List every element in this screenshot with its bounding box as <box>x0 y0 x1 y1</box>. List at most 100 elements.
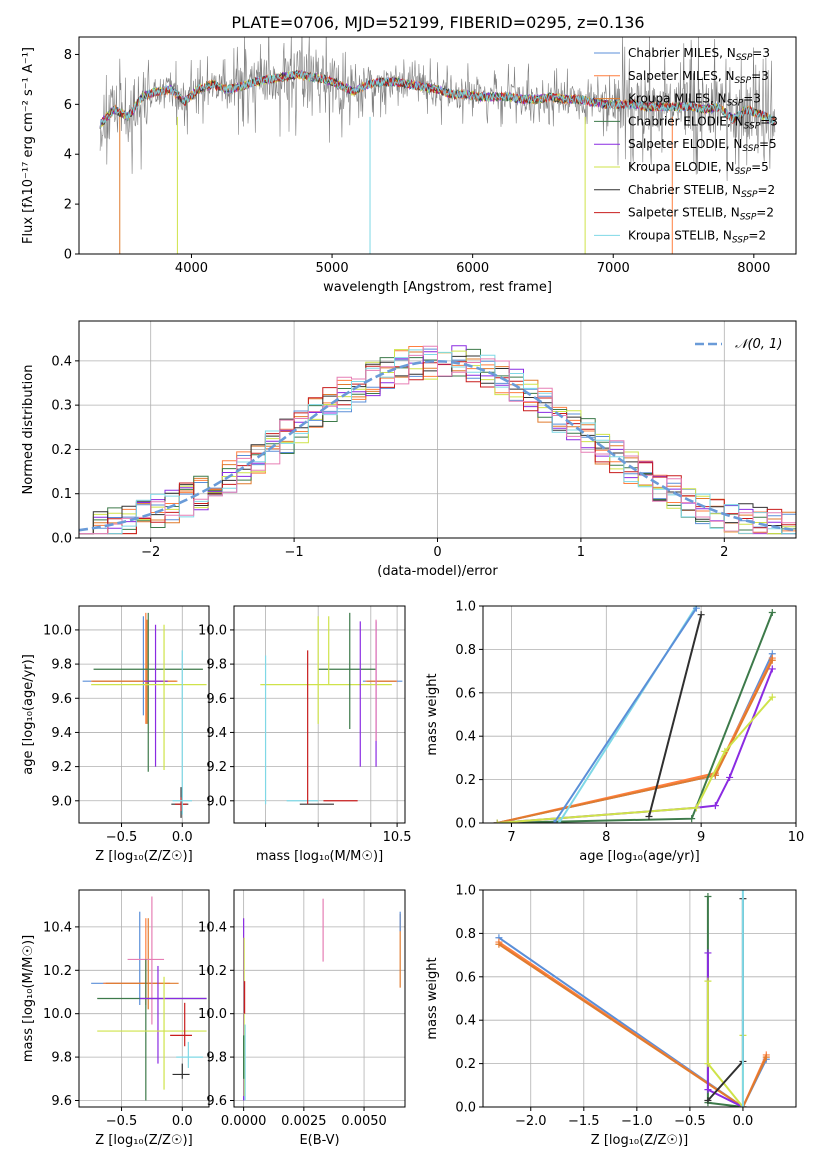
axes-frame <box>233 889 406 1108</box>
legend-sub: SSP <box>744 121 761 131</box>
x-tick-label: −0.5 <box>106 1114 138 1129</box>
weight-series <box>496 653 774 823</box>
x-tick-label: 5000 <box>316 261 349 276</box>
y-tick-label: 10.0 <box>43 1007 72 1022</box>
y-tick-label: 2 <box>64 198 72 213</box>
legend-entry: Salpeter MILES, NSSP=3 <box>628 69 769 86</box>
error-point <box>103 918 171 1006</box>
y-tick-label: 0.1 <box>51 487 72 502</box>
error-point <box>82 616 168 716</box>
y-axis-label: Normed distribution <box>21 365 36 495</box>
y-tick-label: 4 <box>64 148 72 163</box>
x-tick-label: −0.5 <box>674 1114 706 1129</box>
x-tick-label: 0 <box>433 545 441 560</box>
y-tick-label: 0.8 <box>455 643 476 658</box>
axes-frame <box>482 605 797 824</box>
panel-mass-weight-vs-metallicity: −2.0 −1.5 −1.0 −0.5 0.0 0.0 0.2 0.4 0.6 0.8 1.0 Z [… <box>425 884 797 1148</box>
legend-label: Chabrier ELODIE, N <box>628 114 744 128</box>
weight-marker <box>704 1096 712 1104</box>
y-tick-label: 10.2 <box>198 964 227 979</box>
x-tick-label: 1 <box>577 545 585 560</box>
error-point <box>105 918 179 1010</box>
x-tick-label: 0.0 <box>172 1114 193 1129</box>
x-tick-label: 8 <box>602 830 610 845</box>
weight-series <box>498 936 768 1107</box>
error-point <box>171 787 189 818</box>
y-axis-label: age [log₁₀(age/yr)] <box>21 654 36 775</box>
y-tick-label: 0.2 <box>455 773 476 788</box>
panel-residual-histogram: −2 −1 0 1 2 0.0 0.1 0.2 0.3 0.4 (data-model)/error… <box>21 320 797 579</box>
weight-marker <box>645 812 653 820</box>
weight-series <box>497 696 774 823</box>
x-tick-label: 10 <box>788 830 805 845</box>
weight-marker <box>555 819 563 823</box>
x-tick-label: 10.5 <box>383 830 412 845</box>
y-tick-label: 0.4 <box>455 730 476 745</box>
x-tick-label: 7000 <box>597 261 630 276</box>
legend-sub: SSP <box>735 76 752 86</box>
y-tick-label: 0.6 <box>455 686 476 701</box>
histogram-series <box>79 345 796 535</box>
legend-sub: SSP <box>740 213 757 223</box>
panel-mass-vs-extinction: 0.0000 0.0025 0.0050 9.6 9.8 10.0 10.2 10.4 E(B-… <box>198 889 406 1148</box>
legend-entry: Salpeter ELODIE, NSSP=5 <box>628 137 777 154</box>
x-tick-label: 9 <box>697 830 705 845</box>
x-tick-label: 0.0050 <box>341 1114 387 1129</box>
legend-entry: 𝒩(0, 1) <box>735 337 782 352</box>
weight-marker <box>739 890 747 894</box>
weight-marker <box>711 802 719 810</box>
weight-marker <box>704 949 712 957</box>
legend-label: Salpeter ELODIE, N <box>628 137 742 151</box>
y-tick-label: 0.4 <box>455 1014 476 1029</box>
x-tick-label: 8000 <box>737 261 770 276</box>
plot-area <box>99 37 776 254</box>
y-tick-label: 9.8 <box>206 1051 227 1066</box>
x-tick-label: −1.0 <box>621 1114 653 1129</box>
error-point <box>176 1041 203 1068</box>
legend-entry: Chabrier MILES, NSSP=3 <box>628 46 770 63</box>
plot-area <box>91 896 207 1101</box>
axes-frame <box>78 36 797 255</box>
plot-area <box>260 612 403 805</box>
error-point <box>172 650 192 815</box>
legend-entry: Salpeter STELIB, NSSP=2 <box>628 206 774 223</box>
y-tick-label: 0.0 <box>51 532 72 547</box>
plot-area <box>495 890 770 1107</box>
y-tick-label: 10.0 <box>43 623 72 638</box>
x-axis-label: Z [log₁₀(Z/Z☉)] <box>95 849 192 864</box>
y-tick-label: 10.4 <box>198 920 227 935</box>
weight-series <box>498 941 768 1107</box>
axes-frame <box>78 889 210 1108</box>
figure-title: PLATE=0706, MJD=52199, FIBERID=0295, z=0… <box>231 13 644 32</box>
weight-marker <box>493 819 501 823</box>
plot-area <box>79 345 796 535</box>
error-point <box>260 616 392 686</box>
weight-marker <box>704 977 712 985</box>
y-tick-label: 8 <box>64 48 72 63</box>
y-axis-label: Flux [fλ10⁻¹⁷ erg cm⁻² s⁻¹ A⁻¹] <box>21 47 36 244</box>
legend-label: Salpeter MILES, N <box>628 69 735 83</box>
weight-marker <box>768 693 776 701</box>
x-tick-label: 0.0025 <box>281 1114 327 1129</box>
x-tick-label: 2 <box>720 545 728 560</box>
legend-suffix: =2 <box>758 183 776 197</box>
legend-sub: SSP <box>736 53 753 63</box>
x-axis-label: (data-model)/error <box>377 564 498 579</box>
y-tick-label: 1.0 <box>455 600 476 615</box>
x-tick-label: −0.5 <box>106 830 138 845</box>
y-tick-label: 9.0 <box>51 794 72 809</box>
error-point <box>174 797 188 812</box>
y-tick-label: 9.8 <box>206 658 227 673</box>
x-tick-label: 7 <box>507 830 515 845</box>
weight-series <box>648 614 703 817</box>
legend-entry: Chabrier ELODIE, NSSP=3 <box>628 114 778 131</box>
y-tick-label: 9.8 <box>51 1051 72 1066</box>
weight-series <box>496 657 774 823</box>
error-point <box>170 1002 192 1047</box>
weight-marker <box>692 606 700 612</box>
legend-sub: SSP <box>727 99 744 109</box>
x-tick-label: 6000 <box>456 261 489 276</box>
axes-frame <box>233 605 406 824</box>
